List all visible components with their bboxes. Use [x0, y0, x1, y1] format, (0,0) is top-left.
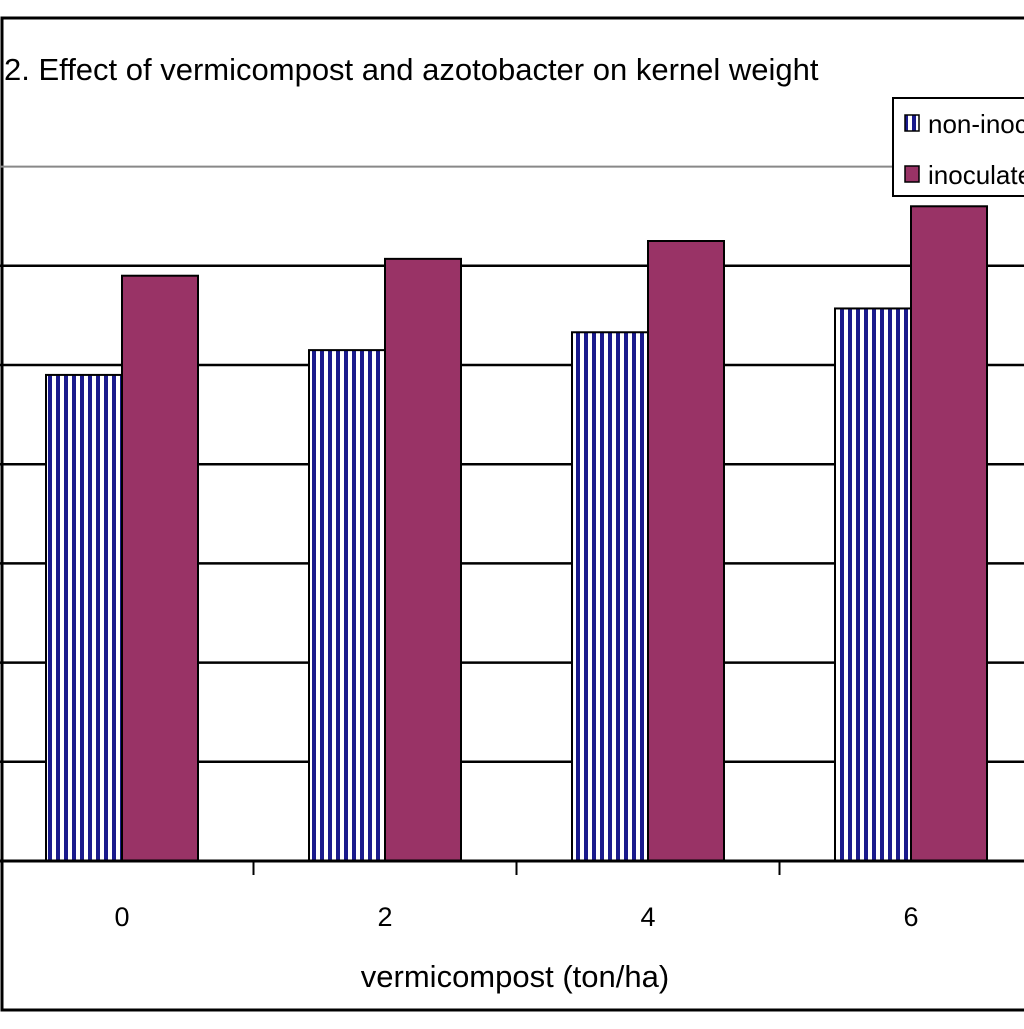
- x-tick-label: 2: [377, 902, 392, 932]
- bar-inoculated-4: [648, 241, 724, 861]
- bar-non-inoculated-4: [572, 332, 648, 861]
- legend: non-inoculated inoculated: [893, 98, 1024, 196]
- bar-non-inoculated-0: [46, 375, 122, 861]
- bar-inoculated-6: [911, 206, 987, 861]
- legend-swatch-non-inoculated: [905, 115, 919, 131]
- bar-non-inoculated-6: [835, 308, 911, 861]
- bar-inoculated-0: [122, 276, 198, 861]
- x-tick-label: 0: [114, 902, 129, 932]
- legend-swatch-inoculated: [905, 166, 919, 182]
- legend-label-non-inoculated: non-inoculated: [928, 109, 1024, 139]
- legend-label-inoculated: inoculated: [928, 160, 1024, 190]
- bar-non-inoculated-2: [309, 350, 385, 861]
- x-axis-label: vermicompost (ton/ha): [361, 959, 669, 994]
- chart-title: 2. Effect of vermicompost and azotobacte…: [4, 52, 819, 87]
- x-tick-label: 6: [903, 902, 918, 932]
- bar-inoculated-2: [385, 259, 461, 861]
- x-axis: 0 2 4 6: [0, 861, 1024, 932]
- plot-area: [0, 167, 1024, 861]
- x-tick-label: 4: [640, 902, 655, 932]
